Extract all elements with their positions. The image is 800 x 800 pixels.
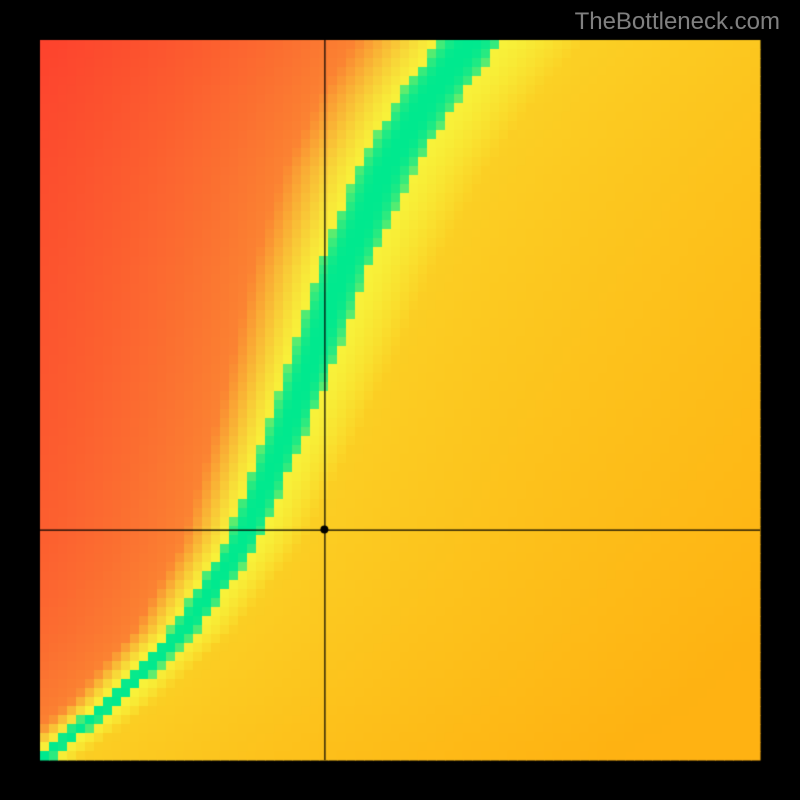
bottleneck-heatmap	[0, 0, 800, 800]
watermark-text: TheBottleneck.com	[575, 8, 780, 36]
